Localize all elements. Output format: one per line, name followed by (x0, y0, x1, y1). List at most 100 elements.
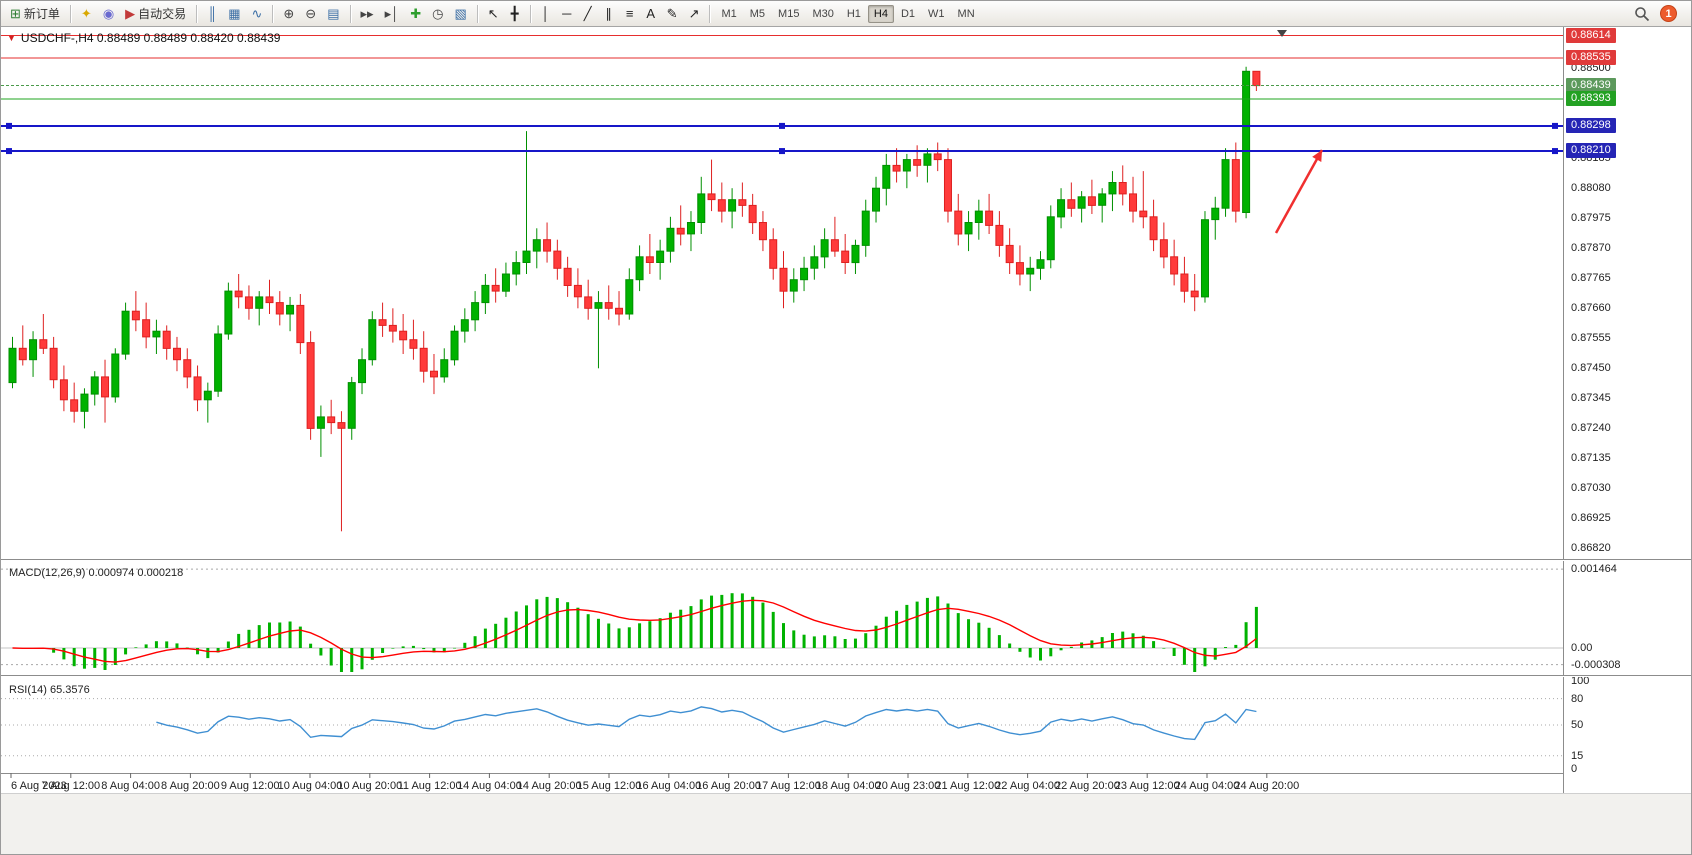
macd-bar (720, 594, 724, 648)
candle (501, 273, 510, 292)
timeframe-d1[interactable]: D1 (900, 7, 916, 20)
timeframe-m5[interactable]: M5 (749, 7, 766, 20)
vertical-line-button[interactable]: │ (536, 4, 556, 24)
macd-bar (967, 619, 971, 648)
line-handle[interactable] (779, 122, 785, 129)
new-chart-button[interactable]: ✚ (405, 4, 426, 24)
axis-label: 0.87345 (1571, 392, 1611, 404)
macd-bar (843, 639, 847, 648)
cursor-button[interactable]: ↖ (483, 4, 504, 24)
arrows-button[interactable]: ↗ (684, 4, 705, 24)
line-handle[interactable] (6, 148, 12, 155)
templates-button[interactable]: ▧ (449, 4, 471, 24)
channel-button[interactable]: ∥ (599, 4, 619, 24)
line-chart-button[interactable]: ∿ (246, 4, 267, 24)
time-label: 9 Aug 12:00 (221, 780, 280, 792)
time-label: 8 Aug 04:00 (101, 780, 160, 792)
macd-bar (905, 604, 909, 648)
timeframe-m15[interactable]: M15 (778, 7, 800, 20)
price-flag: 0.88439 (1566, 78, 1616, 93)
zoom-out-button[interactable]: ⊖ (300, 4, 321, 24)
trendline-button[interactable]: ╱ (578, 4, 598, 24)
time-label: 22 Aug 04:00 (995, 780, 1060, 792)
timeframe-m1[interactable]: M1 (721, 7, 737, 20)
axis-label: 0.87555 (1571, 332, 1611, 344)
trend-arrow[interactable] (1274, 149, 1324, 234)
macd-bar (925, 597, 929, 648)
macd-bar (247, 629, 251, 648)
fibonacci-button[interactable]: ≡ (620, 4, 640, 24)
axis-label: 15 (1571, 750, 1584, 762)
macd-bar (473, 636, 477, 648)
candle (172, 347, 181, 361)
label-button[interactable]: ✎ (662, 4, 683, 24)
autotrading-button[interactable]: ▶ 自动交易 (120, 4, 191, 24)
axis-label: 0.87870 (1571, 242, 1611, 254)
candle (1149, 216, 1158, 241)
pane-splitter-rsi[interactable] (1, 675, 1691, 677)
macd-bar (1049, 648, 1053, 657)
new-chart-icon: ✚ (410, 6, 422, 21)
time-label: 16 Aug 20:00 (696, 780, 761, 792)
price-flag: 0.88393 (1566, 91, 1616, 106)
favorites-button[interactable]: ✦ (76, 4, 97, 24)
candlestick-chart-button[interactable]: ▦ (223, 4, 245, 24)
candle (327, 416, 336, 424)
time-label: 10 Aug 04:00 (278, 780, 343, 792)
bar-chart-icon: ║ (207, 6, 217, 21)
pane-splitter-macd[interactable] (1, 559, 1691, 561)
macd-bar (1018, 648, 1022, 652)
axis-label: 0.001464 (1571, 563, 1617, 575)
zoom-in-button[interactable]: ⊕ (278, 4, 299, 24)
window-bottom-area (1, 793, 1691, 854)
candle (933, 153, 942, 161)
periods-button[interactable]: ◷ (427, 4, 448, 24)
candle (1036, 259, 1045, 269)
line-handle[interactable] (6, 122, 12, 129)
macd-bar (309, 643, 313, 648)
macd-bar (596, 618, 600, 648)
alerts-button[interactable]: ◉ (98, 4, 119, 24)
line-handle[interactable] (1552, 148, 1558, 155)
timeframe-w1[interactable]: W1 (928, 7, 945, 20)
notification-badge[interactable]: 1 (1660, 5, 1677, 22)
search-icon[interactable] (1634, 6, 1650, 22)
macd-label: MACD(12,26,9) 0.000974 0.000218 (9, 567, 183, 579)
chart-shift-button[interactable]: ▸│ (380, 4, 405, 24)
macd-bar (525, 605, 528, 648)
tile-windows-button[interactable]: ▤ (322, 4, 344, 24)
bar-chart-button[interactable]: ║ (202, 4, 222, 24)
time-label: 20 Aug 23:00 (876, 780, 941, 792)
macd-bar (586, 614, 590, 648)
chart-shift-marker[interactable] (1277, 30, 1287, 37)
text-button[interactable]: A (641, 4, 661, 24)
new-order-button[interactable]: ⊞ 新订单 (5, 4, 65, 24)
macd-bar (771, 611, 775, 648)
macd-bar (370, 648, 374, 660)
candle (522, 250, 531, 264)
candle (111, 353, 120, 398)
toolbar: ⊞ 新订单 ✦ ◉ ▶ 自动交易 ║ ▦ ∿ ⊕ ⊖ ▤ ▸▸ ▸│ ✚ ◷ ▧ ↖ ╋ │ ─ ╱ ∥ ≡ A ✎ ↗ M1 M5 M1… (1, 1, 1691, 27)
candle (1087, 196, 1096, 206)
line-handle[interactable] (1552, 122, 1558, 129)
auto-scroll-button[interactable]: ▸▸ (356, 4, 379, 24)
line-handle[interactable] (779, 148, 785, 155)
candle (707, 193, 716, 201)
macd-bar (535, 599, 539, 648)
crosshair-button[interactable]: ╋ (505, 4, 525, 24)
macd-bar (360, 648, 364, 670)
candle (758, 222, 767, 241)
price-axis[interactable]: 0.88500 0.88185 0.88080 0.87975 0.87870 0.877… (1563, 27, 1691, 793)
axis-label: 0 (1571, 763, 1578, 775)
horizontal-line-button[interactable]: ─ (557, 4, 577, 24)
timeframe-mn[interactable]: MN (957, 7, 975, 20)
macd-bar (288, 621, 292, 648)
price-chart[interactable]: MACD(12,26,9) 0.000974 0.000218 RSI(14) 6… (1, 27, 1563, 793)
timeframe-h1[interactable]: H1 (846, 7, 861, 20)
macd-bar (607, 623, 611, 648)
timeframe-h4[interactable]: H4 (867, 4, 894, 23)
axis-label: 50 (1571, 719, 1584, 731)
tile-windows-icon: ▤ (327, 6, 340, 21)
timeframe-m30[interactable]: M30 (812, 7, 834, 20)
time-label: 14 Aug 04:00 (457, 780, 522, 792)
